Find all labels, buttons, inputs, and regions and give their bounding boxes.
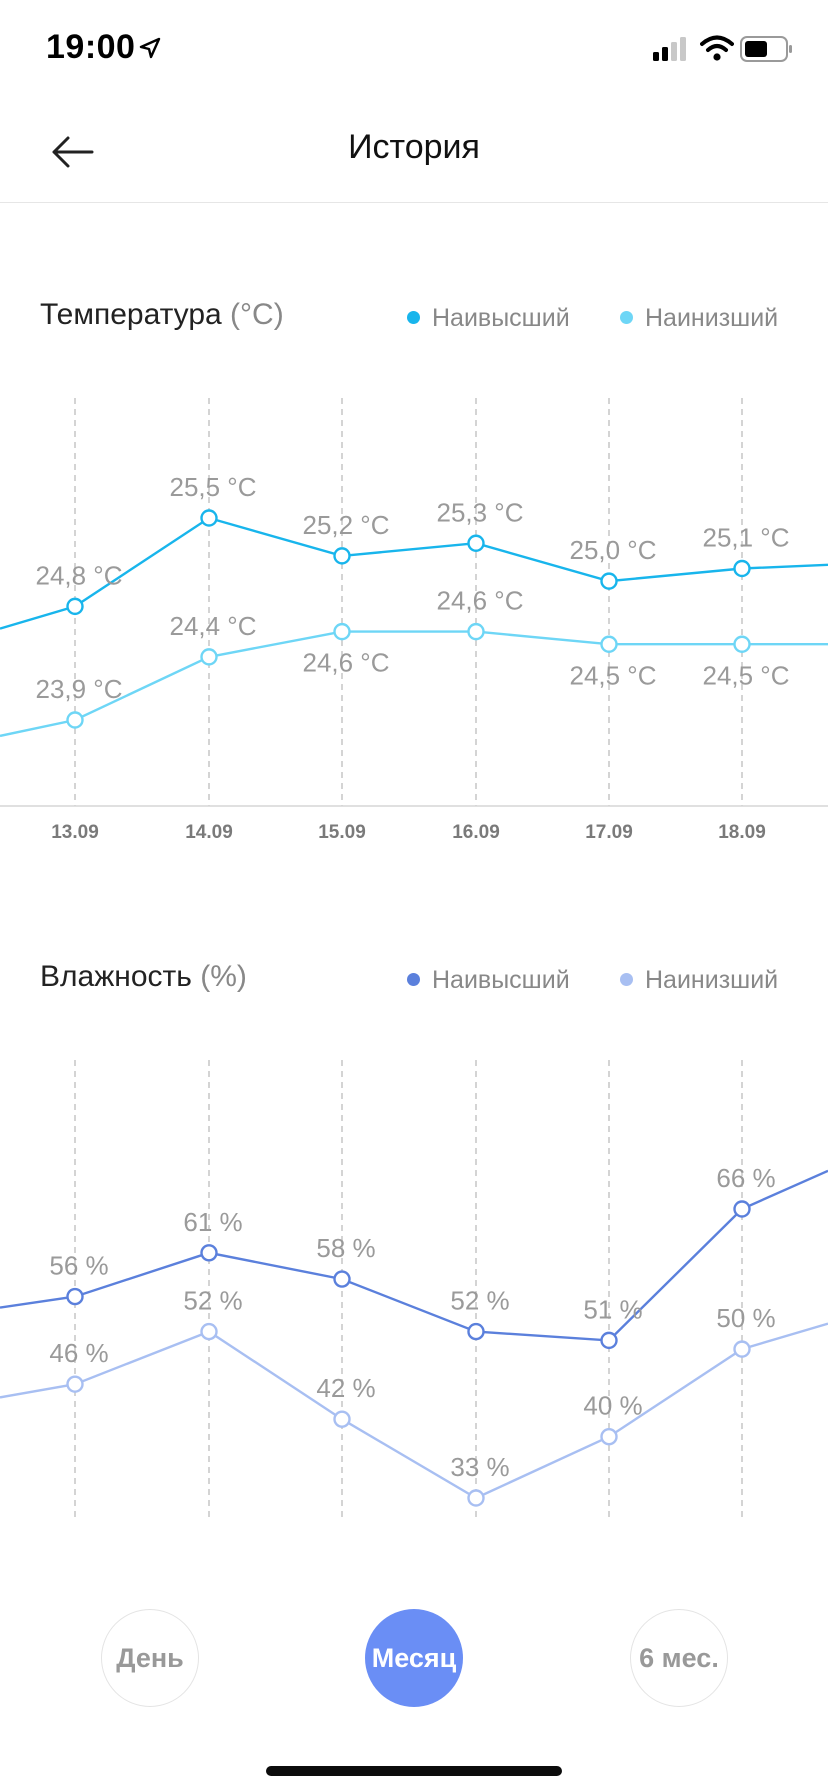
legend-low-dot [620, 972, 633, 986]
legend-high-dot [407, 310, 420, 324]
legend-low-dot [620, 310, 633, 324]
data-point [467, 622, 485, 641]
data-point [467, 534, 485, 552]
x-tick-label: 14.09 [185, 822, 233, 843]
data-point [467, 1322, 485, 1341]
arrow-left-icon [52, 136, 94, 168]
data-label: 42 % [316, 1373, 375, 1403]
x-tick-label: 16.09 [452, 822, 500, 843]
location-arrow-icon [139, 37, 161, 59]
back-button[interactable] [40, 120, 104, 184]
data-label: 24,6 °C [302, 648, 389, 678]
data-label: 46 % [49, 1338, 108, 1368]
period-6-months-label: 6 мес. [639, 1642, 719, 1673]
period-month-button[interactable]: Месяц [365, 1609, 463, 1707]
x-tick-label: 15.09 [318, 822, 366, 843]
wifi-icon [700, 35, 734, 61]
series-line-low [0, 630, 828, 738]
humidity-chart-section: Влажность (%) Наивысший Наинизший 13.091… [0, 960, 828, 1530]
data-label: 23,9 °C [35, 674, 122, 704]
home-indicator [266, 1766, 562, 1776]
temperature-chart: 13.09 14.09 15.09 16.09 17.09 18.09 24,8 °C 25,… [0, 398, 828, 843]
data-point [733, 1200, 751, 1218]
humidity-title-text: Влажность [40, 960, 192, 993]
data-label: 33 % [450, 1452, 509, 1482]
data-label: 25,0 °C [569, 535, 656, 565]
x-tick-label: 13.09 [51, 822, 99, 843]
legend-high-dot [407, 972, 420, 986]
data-label: 25,1 °C [702, 523, 789, 553]
data-point [333, 1410, 351, 1428]
data-label: 61 % [183, 1207, 242, 1237]
data-point [66, 711, 84, 729]
data-point [200, 648, 218, 666]
period-day-label: День [116, 1642, 184, 1673]
data-point [733, 559, 751, 578]
humidity-chart-title: Влажность (%) [40, 960, 247, 994]
nav-bar: История [0, 100, 828, 203]
legend-low: Наинизший [620, 304, 778, 333]
data-point [200, 509, 218, 527]
data-label: 24,5 °C [702, 660, 789, 690]
data-label: 25,5 °C [169, 472, 256, 502]
legend-high-label: Наивысший [432, 304, 570, 332]
temperature-chart-title: Температура (°C) [40, 298, 284, 332]
data-point [200, 1244, 218, 1262]
legend-high: Наивысший [407, 966, 570, 995]
legend-low: Наинизший [620, 966, 778, 995]
status-bar: 19:00 [0, 0, 828, 100]
data-point [66, 1287, 84, 1306]
legend-low-label: Наинизший [645, 304, 779, 332]
temperature-chart-section: Температура (°C) Наивысший Наинизший 13.… [0, 298, 828, 868]
data-label: 24,5 °C [569, 660, 656, 690]
temperature-unit: (°C) [230, 298, 284, 331]
legend-low-label: Наинизший [645, 966, 779, 994]
data-label: 40 % [583, 1391, 642, 1421]
series-line-high [0, 1169, 828, 1342]
humidity-unit: (%) [200, 960, 247, 993]
data-label: 52 % [450, 1286, 509, 1316]
data-point [333, 1270, 351, 1288]
x-tick-label: 17.09 [585, 822, 633, 843]
data-point [600, 1331, 618, 1350]
data-label: 56 % [49, 1251, 108, 1281]
data-label: 51 % [583, 1294, 642, 1324]
page-title: История [348, 128, 480, 166]
x-tick-label: 18.09 [718, 822, 766, 843]
data-point [733, 1340, 751, 1358]
legend-high: Наивысший [407, 304, 570, 333]
data-label: 58 % [316, 1233, 375, 1263]
period-day-button[interactable]: День [101, 1609, 199, 1707]
series-line-high [0, 516, 828, 630]
data-label: 24,6 °C [436, 586, 523, 616]
data-label: 52 % [183, 1286, 242, 1316]
cellular-signal-icon [653, 37, 686, 61]
data-point [333, 622, 351, 641]
data-point [66, 597, 84, 616]
legend-high-label: Наивысший [432, 966, 570, 994]
series-line-low [0, 1322, 828, 1500]
data-point [733, 635, 751, 653]
status-time: 19:00 [46, 28, 136, 66]
period-month-label: Месяц [371, 1642, 457, 1673]
temperature-title-text: Температура [40, 298, 222, 331]
data-point [600, 572, 618, 590]
data-point [333, 547, 351, 565]
data-label: 66 % [716, 1163, 775, 1193]
data-label: 24,8 °C [35, 560, 122, 590]
data-point [467, 1489, 485, 1507]
data-point [600, 635, 618, 653]
data-label: 24,4 °C [169, 611, 256, 641]
data-label: 25,2 °C [302, 510, 389, 540]
data-label: 50 % [716, 1303, 775, 1333]
period-6-months-button[interactable]: 6 мес. [630, 1609, 728, 1707]
data-point [600, 1427, 618, 1446]
data-point [66, 1375, 84, 1393]
battery-icon [740, 36, 792, 62]
data-point [200, 1322, 218, 1341]
data-label: 25,3 °C [436, 497, 523, 527]
